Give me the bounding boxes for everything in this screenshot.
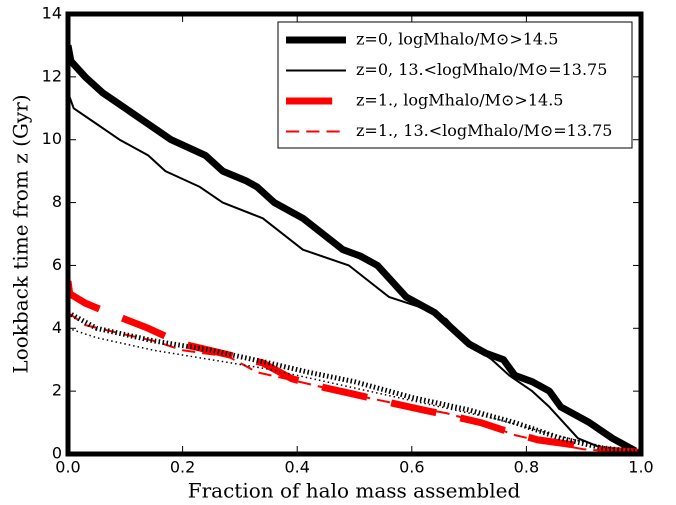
x-axis-label: Fraction of halo mass assembled <box>188 479 521 503</box>
y-tick-label: 10 <box>42 129 62 148</box>
x-tick-label: 0.2 <box>170 458 195 477</box>
plot-frame <box>65 11 644 457</box>
data-line <box>68 92 641 454</box>
data-line <box>68 310 641 454</box>
x-tick-label: 0.6 <box>399 458 424 477</box>
x-tick-label: 0.4 <box>284 458 309 477</box>
y-tick-label: 8 <box>52 192 62 211</box>
x-tick-label: 0.8 <box>514 458 539 477</box>
y-tick-label: 12 <box>42 66 62 85</box>
legend-label: z=0, 13.<logMhalo/M⊙=13.75 <box>356 60 607 79</box>
legend-label: z=1., logMhalo/M⊙>14.5 <box>356 91 563 110</box>
x-tick-label: 1.0 <box>628 458 653 477</box>
y-tick-label: 14 <box>42 4 62 23</box>
x-tick-label: 0.0 <box>55 458 80 477</box>
data-line <box>68 311 641 454</box>
legend-label: z=1., 13.<logMhalo/M⊙=13.75 <box>356 121 612 140</box>
y-axis-label: Lookback time from z (Gyr) <box>9 94 33 373</box>
y-tick-label: 4 <box>52 318 62 337</box>
data-line <box>68 327 641 454</box>
y-tick-label: 0 <box>52 444 62 463</box>
data-line <box>68 280 641 454</box>
data-line <box>68 44 637 454</box>
legend-label: z=0, logMhalo/M⊙>14.5 <box>356 30 558 49</box>
y-tick-label: 6 <box>52 255 62 274</box>
y-tick-label: 2 <box>52 381 62 400</box>
